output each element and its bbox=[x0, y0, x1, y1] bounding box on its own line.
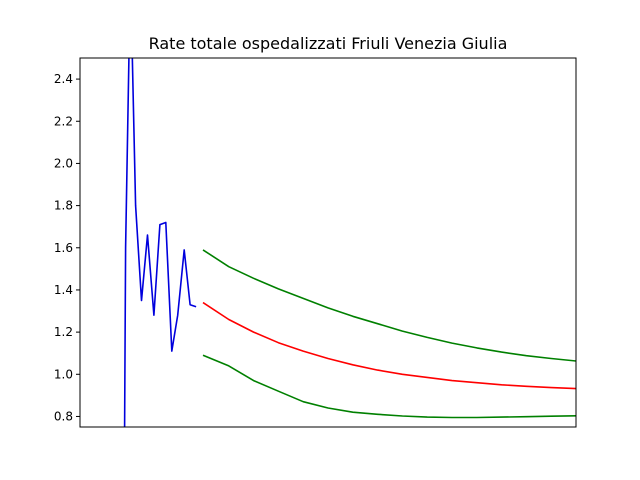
y-tick-label: 1.6 bbox=[54, 241, 73, 255]
chart-title: Rate totale ospedalizzati Friuli Venezia… bbox=[149, 34, 508, 53]
y-tick-label: 1.4 bbox=[54, 283, 73, 297]
y-tick-label: 2.4 bbox=[54, 72, 73, 86]
y-tick-label: 1.8 bbox=[54, 199, 73, 213]
y-tick-label: 2.2 bbox=[54, 114, 73, 128]
series-line-observed bbox=[123, 58, 197, 427]
y-axis: 0.8 1.0 1.2 1.4 1.6 1.8 2.0 2.2 2.4 bbox=[54, 72, 80, 423]
series-line-lower-bound bbox=[202, 354, 576, 419]
y-tick-label: 0.8 bbox=[54, 409, 73, 423]
series-layer bbox=[123, 58, 576, 427]
series-line-forecast bbox=[202, 301, 576, 390]
plot-frame bbox=[79, 57, 577, 428]
y-tick-label: 2.0 bbox=[54, 156, 73, 170]
series-line-upper-bound bbox=[202, 249, 576, 362]
y-tick-label: 1.0 bbox=[54, 367, 73, 381]
y-tick-label: 1.2 bbox=[54, 325, 73, 339]
